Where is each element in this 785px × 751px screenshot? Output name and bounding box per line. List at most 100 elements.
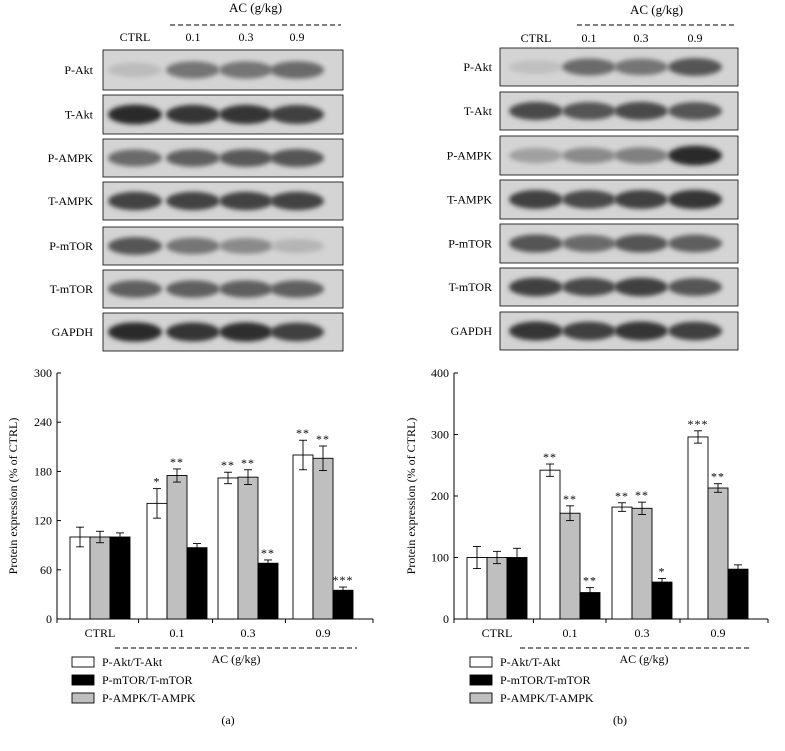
blot-band (166, 191, 220, 211)
blot-band (562, 277, 616, 297)
blot-row: P-Akt (64, 49, 344, 91)
panel-a: AC (g/kg) CTRL 0.1 0.3 0.9 P-Akt T-Akt P-AMPK T-… (6, 0, 374, 727)
blot-band (108, 149, 162, 167)
legend-swatch (469, 674, 493, 686)
x-axis-label: AC (g/kg) (212, 652, 261, 666)
bar-chart: 0 100 200 300 400 Protein expression (% of CT… (404, 366, 769, 705)
blot-band (509, 147, 563, 164)
significance-label: ** (543, 450, 557, 464)
blot-band (166, 149, 220, 167)
blot-band (270, 238, 324, 254)
band-label: P-Akt (463, 60, 492, 74)
blot-band (219, 322, 273, 342)
blot-band (562, 321, 616, 341)
legend-label: P-mTOR/T-mTOR (102, 673, 192, 687)
x-tick-label: 0.3 (241, 626, 256, 640)
blot-row: P-mTOR (49, 226, 344, 266)
blot-row: P-Akt (463, 47, 739, 87)
blot-band (614, 58, 668, 76)
legend: P-Akt/T-Akt P-mTOR/T-mTOR P-AMPK/T-AMPK (469, 655, 594, 705)
significance-label: ** (221, 458, 235, 472)
blot-band (509, 277, 563, 297)
bar (186, 547, 208, 620)
band-label: T-Akt (65, 108, 94, 122)
blot-band (270, 280, 324, 298)
bar (166, 475, 188, 620)
blot-band (614, 190, 668, 209)
bar (559, 512, 581, 620)
legend-label: P-Akt/T-Akt (500, 655, 561, 669)
blot-band (166, 237, 220, 255)
y-tick-label: 180 (34, 464, 52, 478)
blot-band (219, 149, 273, 167)
band-label: P-Akt (64, 63, 93, 77)
legend-swatch (71, 656, 95, 668)
significance-label: ** (635, 488, 649, 502)
significance-label: ** (711, 470, 725, 484)
blot-band (270, 322, 324, 342)
blot-band (614, 277, 668, 297)
lane-label: 0.3 (634, 31, 649, 45)
blot-row: P-AMPK (48, 138, 344, 178)
lane-label: 0.9 (290, 30, 305, 44)
y-tick-label: 300 (34, 366, 52, 380)
blot-band (562, 190, 616, 209)
band-label: P-mTOR (49, 239, 93, 253)
legend-swatch (469, 656, 493, 668)
blot-band (219, 61, 273, 79)
blot-band (668, 278, 722, 296)
bar (727, 568, 749, 620)
bar (332, 589, 354, 620)
blot-band (562, 147, 616, 164)
band-label: P-mTOR (448, 237, 492, 251)
bar (109, 536, 131, 620)
bar (69, 536, 91, 620)
blot-band (108, 322, 162, 342)
blot-band (108, 280, 162, 298)
x-tick-label: CTRL (85, 626, 116, 640)
blot-band (614, 321, 668, 341)
blot-band (108, 104, 162, 125)
x-tick-label: 0.3 (635, 626, 650, 640)
significance-label: ** (241, 456, 255, 470)
y-axis-label: Protein expression (% of CTRL) (6, 418, 20, 575)
bar (89, 536, 111, 620)
significance-label: * (659, 564, 666, 578)
blot-row: T-AMPK (447, 179, 739, 220)
western-blot: AC (g/kg) CTRL 0.1 0.3 0.9 P-Akt T-Akt P-AMPK T-… (48, 0, 344, 352)
blot-band (270, 149, 324, 167)
x-tick-label: 0.1 (170, 626, 185, 640)
x-tick-label: 0.1 (563, 626, 578, 640)
x-tick-label: 0.9 (711, 626, 726, 640)
significance-label: ** (296, 426, 310, 440)
blot-band (509, 60, 563, 74)
band-label: GAPDH (52, 325, 94, 339)
legend: P-Akt/T-Akt P-mTOR/T-mTOR P-AMPK/T-AMPK (71, 655, 196, 705)
blot-band (614, 101, 668, 121)
x-tick-label: 0.9 (316, 626, 331, 640)
blot-row: T-AMPK (48, 181, 344, 221)
blot-group-label: AC (g/kg) (229, 0, 282, 15)
y-tick-label: 100 (431, 551, 449, 565)
significance-label: ** (583, 574, 597, 588)
blot-band (509, 234, 563, 253)
bar (237, 476, 259, 620)
y-tick-label: 120 (34, 514, 52, 528)
western-blot: AC (g/kg) CTRL 0.1 0.3 0.9 P-Akt T-Akt P-AMPK T-… (447, 2, 739, 351)
band-label: T-Akt (464, 104, 493, 118)
bar (257, 562, 279, 620)
band-label: P-AMPK (48, 151, 94, 165)
blot-band (166, 61, 220, 79)
bar-chart: 0 60 120 180 240 300 Protein expression (% of … (6, 366, 374, 705)
y-axis-label: Protein expression (% of CTRL) (404, 418, 418, 575)
lane-label: 0.3 (239, 30, 254, 44)
blot-band (108, 191, 162, 211)
y-tick-label: 200 (431, 489, 449, 503)
blot-band (219, 104, 273, 125)
blot-band (509, 321, 563, 341)
blot-band (562, 234, 616, 253)
blot-band (668, 102, 722, 120)
blot-band (562, 102, 616, 120)
band-label: T-AMPK (48, 194, 93, 208)
